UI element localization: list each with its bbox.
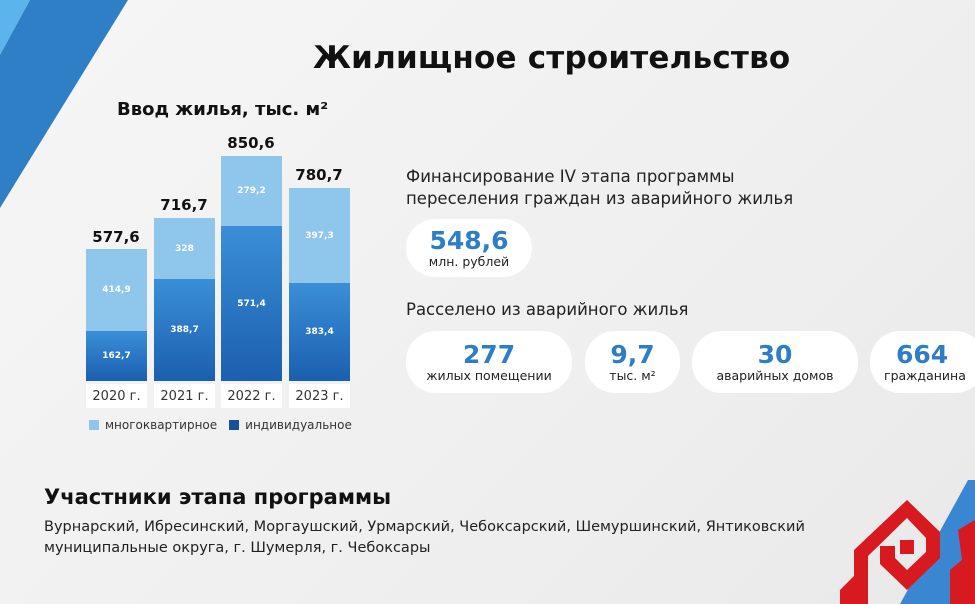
resettled-value: 664 <box>896 340 949 369</box>
resettled-unit: жилых помещении <box>426 368 552 383</box>
resettled-value: 30 <box>757 340 793 369</box>
resettled-unit: гражданина <box>884 368 966 383</box>
segment-multi-2023: 397,3 <box>289 188 350 283</box>
x-label-2021: 2021 г. <box>154 384 215 408</box>
bar-2023: 397,3 383,4 <box>289 188 350 381</box>
resettled-pill-area: 9,7 тыс. м² <box>585 331 680 393</box>
bar-total-2023: 780,7 <box>295 166 343 184</box>
segment-multi-2022: 279,2 <box>221 156 282 226</box>
segment-multi-2020: 414,9 <box>86 249 147 331</box>
segment-indiv-2020: 162,7 <box>86 331 147 381</box>
bar-2020: 414,9 162,7 <box>86 249 147 381</box>
segment-indiv-2023: 383,4 <box>289 283 350 381</box>
financing-value: 548,6 <box>429 226 509 255</box>
chart-legend: многоквартирное индивидуальное <box>89 418 358 432</box>
bar-2022: 279,2 571,4 <box>221 156 282 381</box>
resettled-value: 9,7 <box>610 340 655 369</box>
chuvash-ornament-icon <box>840 480 975 604</box>
participants-title: Участники этапа программы <box>44 485 392 509</box>
resettled-pill-houses: 30 аварийных домов <box>692 331 858 393</box>
resettled-title: Расселено из аварийного жилья <box>406 300 689 319</box>
resettled-unit: тыс. м² <box>609 368 656 383</box>
segment-indiv-2022: 571,4 <box>221 226 282 381</box>
legend-item-multi: многоквартирное <box>89 418 217 432</box>
decorative-stripes <box>0 0 128 208</box>
x-label-2020: 2020 г. <box>86 384 147 408</box>
legend-swatch-multi <box>89 420 99 430</box>
financing-title: Финансирование IV этапа программы пересе… <box>406 167 794 208</box>
financing-pill: 548,6 млн. рублей <box>406 219 532 277</box>
chart-title: Ввод жилья, тыс. м² <box>117 99 329 120</box>
segment-multi-2021: 328 <box>154 218 215 279</box>
legend-item-indiv: индивидуальное <box>229 418 352 432</box>
x-label-2022: 2022 г. <box>221 384 282 408</box>
bar-2021: 328 388,7 <box>154 218 215 381</box>
financing-unit: млн. рублей <box>428 254 510 269</box>
legend-label-multi: многоквартирное <box>105 418 218 432</box>
legend-swatch-indiv <box>229 420 240 430</box>
bar-total-2020: 577,6 <box>92 228 140 246</box>
resettled-unit: аварийных домов <box>716 368 834 383</box>
resettled-value: 277 <box>462 340 516 369</box>
page-title: Жилищное строительство <box>313 40 791 76</box>
segment-indiv-2021: 388,7 <box>154 279 215 381</box>
bar-total-2022: 850,6 <box>227 134 275 152</box>
resettled-pill-citizens: 664 гражданина <box>870 331 975 393</box>
x-label-2023: 2023 г. <box>289 384 350 408</box>
legend-label-indiv: индивидуальное <box>245 418 352 432</box>
resettled-pill-premises: 277 жилых помещении <box>406 331 572 393</box>
participants-list: Вурнарский, Ибресинский, Моргаушский, Ур… <box>44 519 805 556</box>
bar-total-2021: 716,7 <box>160 196 208 214</box>
